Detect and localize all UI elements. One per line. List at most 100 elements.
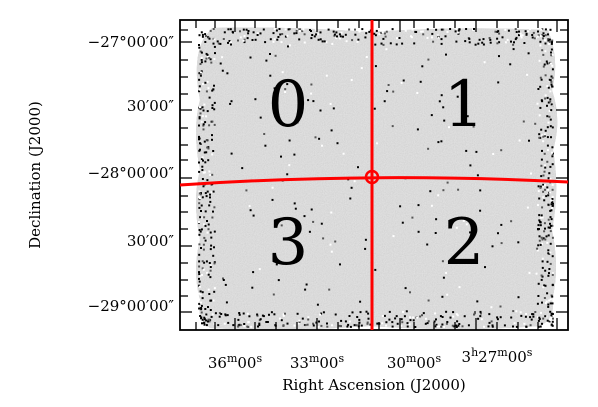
edge-speckle xyxy=(333,34,336,37)
edge-speckle xyxy=(538,133,541,136)
edge-speckle xyxy=(416,316,419,319)
edge-speckle xyxy=(540,311,542,314)
edge-speckle xyxy=(541,275,544,278)
edge-speckle xyxy=(474,43,477,46)
edge-speckle xyxy=(198,265,201,268)
edge-speckle xyxy=(214,312,217,315)
edge-speckle xyxy=(327,28,330,31)
edge-speckle xyxy=(198,277,200,280)
edge-speckle xyxy=(478,38,481,41)
x-tick-label: 3h27m00s xyxy=(462,346,533,366)
edge-speckle xyxy=(199,63,202,65)
edge-speckle xyxy=(430,204,433,207)
edge-speckle xyxy=(547,39,550,42)
edge-speckle xyxy=(543,297,546,299)
edge-speckle xyxy=(488,321,491,324)
edge-speckle xyxy=(263,133,266,135)
edge-speckle xyxy=(222,277,224,280)
edge-speckle xyxy=(512,310,515,313)
edge-speckle xyxy=(541,260,544,263)
edge-speckle xyxy=(526,206,529,209)
edge-speckle xyxy=(394,317,397,320)
edge-speckle xyxy=(455,28,458,31)
edge-speckle xyxy=(388,310,391,313)
edge-speckle xyxy=(213,123,216,126)
edge-speckle xyxy=(540,214,543,217)
edge-speckle xyxy=(473,312,476,315)
edge-speckle xyxy=(426,243,429,246)
edge-speckle xyxy=(213,290,216,293)
edge-speckle xyxy=(539,35,542,38)
edge-speckle xyxy=(207,288,210,291)
edge-speckle xyxy=(551,41,553,44)
edge-speckle xyxy=(528,271,531,274)
edge-speckle xyxy=(200,308,203,311)
edge-speckle xyxy=(299,28,301,31)
edge-speckle xyxy=(426,28,429,31)
edge-speckle xyxy=(380,32,383,34)
edge-speckle xyxy=(216,40,219,43)
edge-speckle xyxy=(539,106,542,109)
edge-speckle xyxy=(226,72,229,75)
edge-speckle xyxy=(536,302,539,305)
edge-speckle xyxy=(421,65,424,68)
edge-speckle xyxy=(206,190,209,193)
edge-speckle xyxy=(198,88,201,91)
edge-speckle xyxy=(541,301,543,304)
edge-speckle xyxy=(321,40,324,43)
edge-speckle xyxy=(547,188,550,191)
edge-speckle xyxy=(424,322,427,325)
edge-speckle xyxy=(551,188,554,191)
edge-speckle xyxy=(441,316,444,318)
edge-speckle xyxy=(480,318,483,321)
edge-speckle xyxy=(242,312,245,315)
edge-speckle xyxy=(412,319,415,322)
edge-speckle xyxy=(461,325,464,328)
edge-speckle xyxy=(552,272,554,275)
edge-speckle xyxy=(549,242,552,245)
edge-speckle xyxy=(544,39,547,42)
edge-speckle xyxy=(310,37,313,40)
edge-speckle xyxy=(541,242,543,245)
edge-speckle xyxy=(540,28,543,31)
edge-speckle xyxy=(548,78,551,81)
edge-speckle xyxy=(456,95,459,98)
edge-speckle xyxy=(541,238,544,241)
edge-speckle xyxy=(230,152,233,155)
edge-speckle xyxy=(518,34,520,37)
edge-speckle xyxy=(538,197,541,200)
edge-speckle xyxy=(549,222,551,225)
edge-speckle xyxy=(538,239,541,242)
edge-speckle xyxy=(268,313,270,316)
edge-speckle xyxy=(383,32,386,35)
edge-speckle xyxy=(336,35,338,38)
edge-speckle xyxy=(467,324,470,327)
edge-speckle xyxy=(515,310,518,313)
edge-speckle xyxy=(498,41,501,44)
edge-speckle xyxy=(538,235,541,238)
edge-speckle xyxy=(259,318,262,321)
edge-speckle xyxy=(344,33,347,36)
edge-speckle xyxy=(213,45,216,48)
edge-speckle xyxy=(548,268,551,270)
edge-speckle xyxy=(266,321,269,323)
edge-speckle xyxy=(541,134,544,137)
edge-speckle xyxy=(207,228,210,231)
edge-speckle xyxy=(213,287,216,290)
edge-speckle xyxy=(547,249,550,252)
edge-speckle xyxy=(551,324,554,327)
edge-speckle xyxy=(523,322,526,325)
edge-speckle xyxy=(438,325,441,328)
edge-speckle xyxy=(458,323,461,325)
edge-speckle xyxy=(203,261,206,264)
edge-speckle xyxy=(203,216,206,219)
edge-speckle xyxy=(499,316,502,319)
edge-speckle xyxy=(329,102,332,105)
edge-speckle xyxy=(201,322,203,325)
edge-speckle xyxy=(533,37,536,40)
edge-speckle xyxy=(458,286,461,289)
edge-speckle xyxy=(239,36,242,39)
edge-speckle xyxy=(515,36,518,39)
edge-speckle xyxy=(396,37,398,40)
edge-speckle xyxy=(282,324,285,327)
